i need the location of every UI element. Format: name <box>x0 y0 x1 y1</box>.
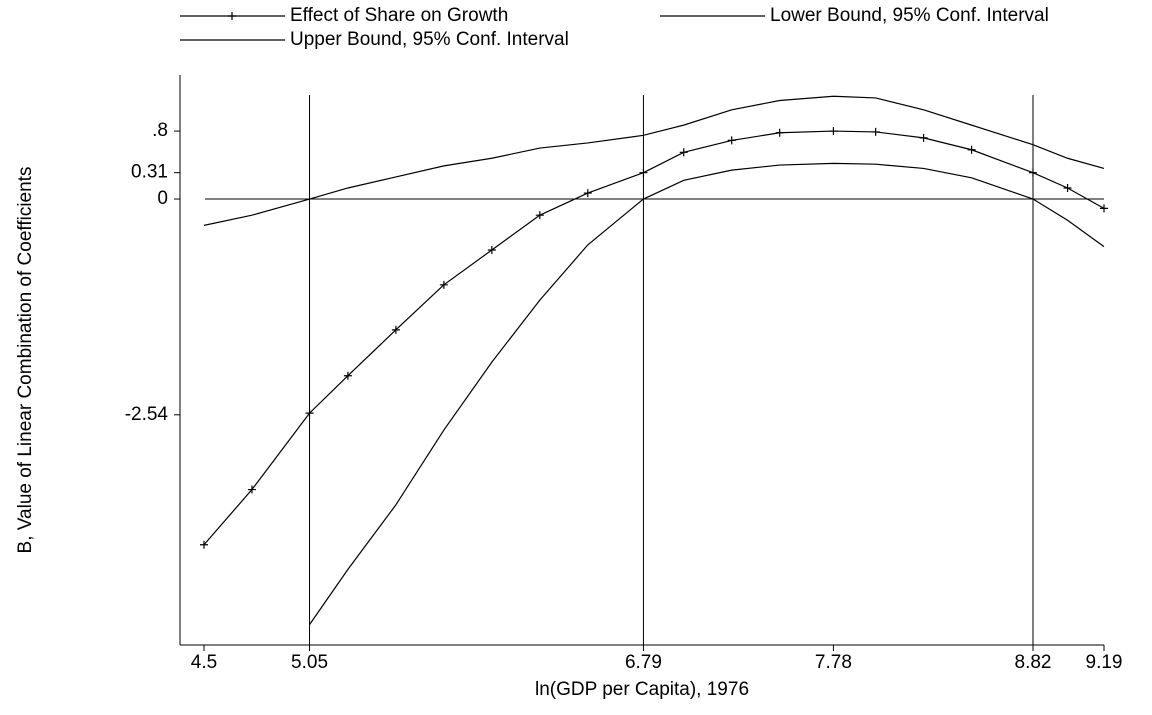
y-tick-label: 0 <box>157 188 168 209</box>
x-axis-title: ln(GDP per Capita), 1976 <box>535 679 749 700</box>
legend-label: Effect of Share on Growth <box>290 5 508 26</box>
point-marker <box>727 136 736 145</box>
point-marker <box>639 168 648 177</box>
y-axis-title: B, Value of Linear Combination of Coeffi… <box>15 167 36 554</box>
series-line <box>203 130 1105 546</box>
series-line <box>309 162 1105 625</box>
point-marker <box>487 245 496 254</box>
x-tick-label: 9.19 <box>1086 652 1123 673</box>
point-marker <box>1063 183 1072 192</box>
x-tick-label: 7.78 <box>815 652 852 673</box>
point-marker <box>679 148 688 157</box>
legend-label: Upper Bound, 95% Conf. Interval <box>290 29 569 50</box>
point-marker <box>343 371 352 380</box>
point-marker <box>1100 204 1108 213</box>
point-marker <box>439 280 448 289</box>
x-tick-label: 4.5 <box>191 652 217 673</box>
point-marker <box>775 128 784 137</box>
point-marker <box>535 211 544 220</box>
x-tick-label: 5.05 <box>291 652 328 673</box>
point-marker <box>583 189 592 198</box>
x-tick-label: 8.82 <box>1015 652 1052 673</box>
point-marker <box>391 325 400 334</box>
legend-label: Lower Bound, 95% Conf. Interval <box>770 5 1049 26</box>
point-marker <box>871 127 880 136</box>
legend-marker <box>228 12 236 20</box>
series-line <box>203 95 1105 226</box>
point-marker <box>919 133 928 142</box>
point-marker <box>199 540 208 549</box>
y-tick-label: -2.54 <box>125 404 169 425</box>
x-tick-label: 6.79 <box>625 652 662 673</box>
point-marker <box>967 145 976 154</box>
point-marker <box>1029 168 1037 177</box>
point-marker <box>247 485 256 494</box>
y-tick-label: .8 <box>152 120 168 141</box>
point-marker <box>305 409 314 418</box>
y-tick-label: 0.31 <box>131 162 168 183</box>
point-marker <box>829 127 838 136</box>
